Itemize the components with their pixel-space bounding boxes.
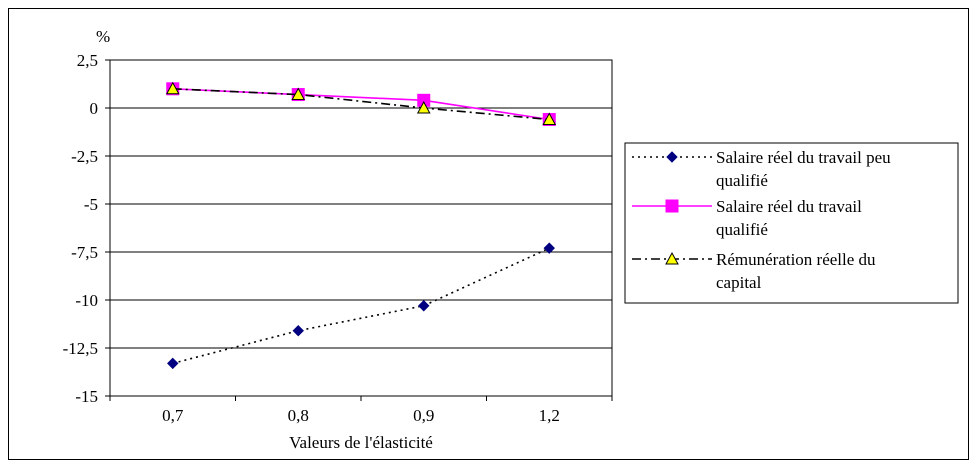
x-axis-title: Valeurs de l'élasticité — [289, 433, 433, 452]
data-point — [292, 325, 304, 337]
series-line — [172, 88, 550, 121]
data-point — [542, 112, 557, 126]
gridlines — [110, 59, 612, 397]
series-line — [172, 247, 550, 365]
legend-label: qualifié — [716, 171, 768, 190]
legend-item: Rémunération réelle du capital — [632, 250, 876, 292]
legend-box — [624, 142, 959, 304]
legend-label: capital — [716, 273, 762, 292]
data-point — [543, 242, 555, 254]
data-point — [167, 357, 179, 370]
series-lines — [165, 81, 557, 370]
data-point — [418, 300, 430, 312]
legend-label: qualifié — [716, 220, 768, 239]
data-point — [291, 87, 306, 101]
x-tick-label: 1,2 — [539, 406, 560, 425]
data-point — [165, 81, 180, 95]
series-2 — [166, 82, 556, 127]
y-tick-label: -7,5 — [71, 243, 98, 262]
series-1 — [167, 242, 555, 370]
y-tick-label: -10 — [75, 291, 98, 310]
y-unit-label: % — [96, 27, 110, 46]
legend-item: Salaire réel du travail peu qualifié — [632, 148, 891, 190]
plot-area — [109, 59, 613, 397]
legend-label: Rémunération réelle du — [716, 250, 876, 269]
legend-label: Salaire réel du travail — [716, 197, 862, 216]
y-tick-label: -15 — [75, 387, 98, 406]
x-tick-label: 0,9 — [413, 406, 434, 425]
legend-item: Salaire réel du travail qualifié — [632, 197, 862, 239]
x-tick-label: 0,8 — [288, 406, 309, 425]
legend: Salaire réel du travail peuqualifiéSalai… — [624, 142, 959, 304]
legend-marker — [665, 199, 679, 213]
y-tick-label: 2,5 — [77, 51, 98, 70]
x-tick-label: 0,7 — [162, 406, 184, 425]
legend-label: Salaire réel du travail peu — [716, 148, 891, 167]
legend-marker — [665, 251, 679, 265]
y-axis-ticks: 2,5 0 -2,5 -5 -7,5 -10 -12,5 -15 — [63, 51, 110, 406]
y-tick-label: -5 — [84, 195, 98, 214]
series-line — [172, 88, 550, 121]
y-tick-label: -2,5 — [71, 147, 98, 166]
y-tick-label: -12,5 — [63, 339, 98, 358]
series-3 — [165, 81, 557, 126]
x-axis-ticks: 0,7 0,8 0,9 1,2 — [109, 396, 613, 425]
data-point — [416, 100, 431, 114]
legend-marker — [666, 151, 678, 163]
y-tick-label: 0 — [90, 99, 99, 118]
